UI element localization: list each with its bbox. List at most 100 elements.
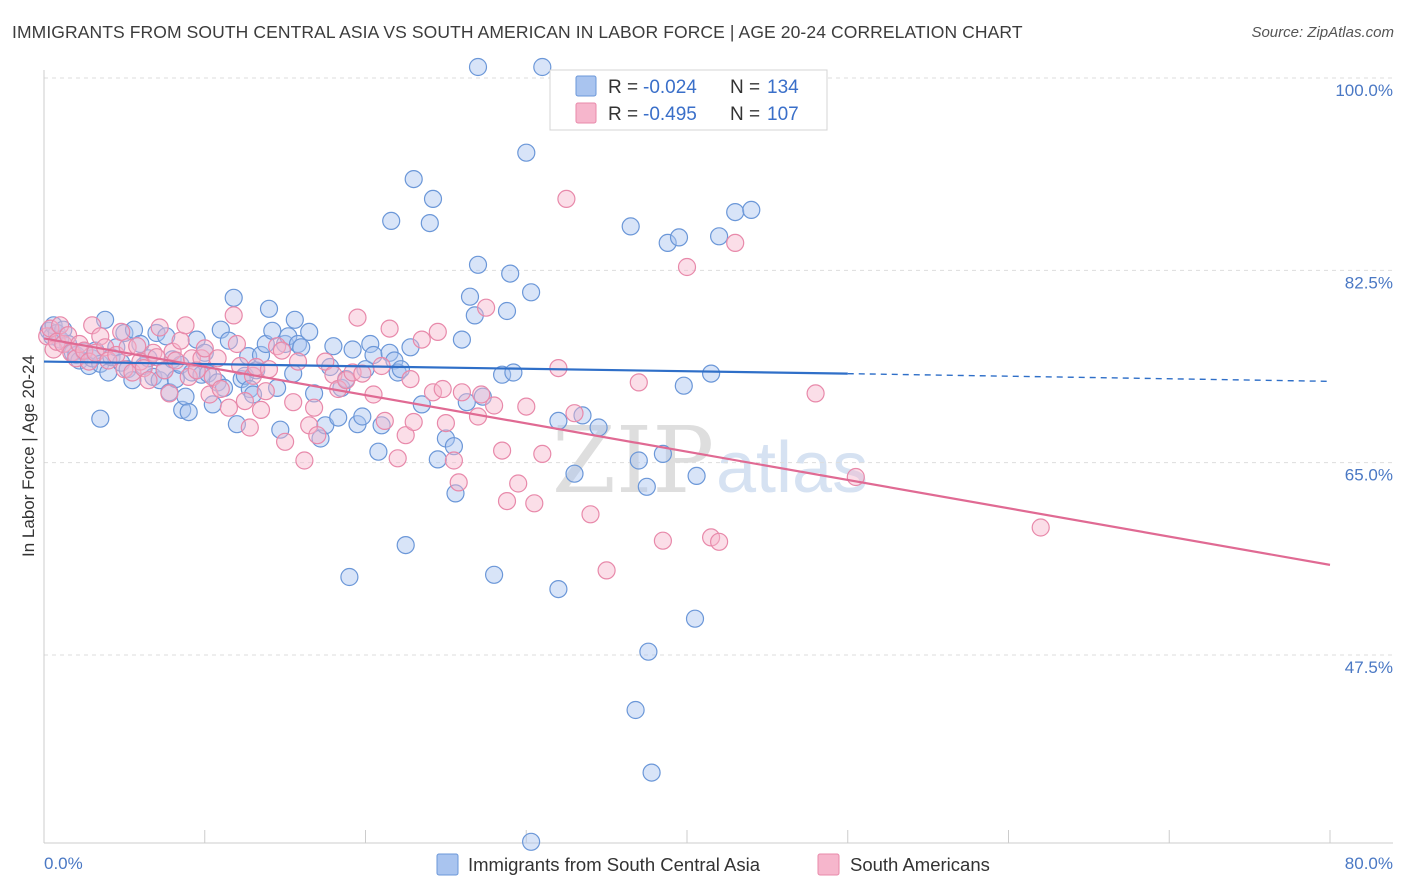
blue-point [653, 444, 673, 463]
legend-blue-swatch [575, 75, 597, 97]
blue-point [637, 477, 656, 496]
pink-point [597, 561, 616, 580]
blue-point [428, 450, 447, 469]
pink-point [160, 384, 179, 403]
blue-point [621, 217, 640, 236]
blue-point [369, 442, 388, 461]
blue-point [179, 403, 198, 422]
legend-pink-swatch [575, 102, 597, 124]
blue-point [497, 301, 517, 321]
pink-point [353, 364, 372, 383]
bottom-legend-pink-swatch [817, 853, 840, 876]
blue-point [285, 310, 304, 329]
pink-point [412, 330, 431, 349]
blue-point [361, 334, 380, 354]
blue-point [382, 211, 401, 230]
blue-point [629, 451, 648, 470]
pink-point [726, 233, 745, 252]
blue-point [549, 579, 568, 599]
blue-point [288, 334, 308, 354]
pink-point [444, 451, 463, 470]
pink-point [581, 505, 600, 524]
pink-point [259, 360, 279, 379]
blue-point [726, 203, 745, 222]
pink-point [211, 379, 230, 399]
blue-point [423, 189, 443, 208]
blue-point [685, 609, 705, 628]
blue-point [91, 409, 110, 428]
watermark: ZIP atlas [552, 407, 868, 514]
blue-point [224, 288, 243, 307]
pink-point [256, 382, 275, 401]
pink-point [182, 349, 201, 368]
blue-point [493, 365, 512, 384]
blue-point [521, 283, 541, 302]
pink-point [493, 441, 512, 460]
blue-point [147, 323, 166, 343]
bottom-legend-blue-swatch [436, 853, 459, 876]
blue-point [271, 420, 290, 439]
series-pink-points [38, 189, 1050, 580]
blue-point [468, 57, 488, 77]
pink-point [276, 432, 295, 451]
pink-point [533, 444, 552, 463]
pink-point [343, 363, 362, 382]
pink-point [404, 412, 423, 432]
pink-point [423, 383, 443, 402]
legend-pink-n-label: N = [730, 104, 760, 125]
blue-point [420, 214, 439, 233]
blue-point [457, 393, 476, 412]
pink-point [449, 473, 468, 492]
blue-point [639, 642, 658, 661]
pink-point [517, 397, 536, 416]
pink-point [295, 451, 314, 470]
stats-legend: R = -0.024 N = 134 R = -0.495 N = 107 [549, 69, 828, 131]
blue-point [292, 338, 311, 357]
blue-point [404, 170, 423, 189]
pink-point [195, 339, 214, 358]
pink-point [565, 404, 584, 423]
blue-point [589, 418, 608, 437]
y-tick-label: 82.5% [1345, 273, 1393, 292]
blue-point [396, 535, 415, 555]
pink-point [284, 393, 303, 412]
watermark-zip: ZIP [552, 407, 714, 514]
legend-blue-n-label: N = [730, 77, 760, 98]
x-tick-label-max: 80.0% [1345, 854, 1393, 873]
blue-point [329, 408, 348, 427]
pink-point [525, 494, 544, 513]
blue-point [642, 763, 661, 782]
pink-point [139, 371, 158, 390]
legend-pink-n-value: 107 [767, 104, 799, 125]
blue-point [742, 200, 761, 219]
blue-point [446, 484, 465, 503]
blue-point [701, 364, 721, 383]
pink-point [509, 474, 528, 493]
pink-point [308, 426, 327, 445]
blue-point [687, 466, 706, 485]
blue-point [533, 57, 552, 77]
pink-point [485, 396, 504, 415]
x-ticks [43, 830, 1331, 843]
pink-point [251, 400, 271, 419]
axes [43, 70, 1393, 844]
blue-point [504, 363, 523, 382]
pink-point [629, 373, 648, 392]
blue-trend-line [43, 360, 848, 375]
pink-point [653, 531, 673, 550]
legend-blue-r-label: R = [608, 77, 638, 98]
y-tick-label: 47.5% [1345, 658, 1393, 677]
blue-point [485, 565, 504, 584]
bottom-legend-blue-label: Immigrants from South Central Asia [468, 854, 761, 875]
pink-point [227, 334, 246, 354]
pink-point [388, 449, 407, 468]
legend-pink-r-label: R = [608, 104, 638, 125]
blue-point [251, 345, 271, 365]
pink-point [128, 337, 147, 356]
y-tick-labels: 47.5% 65.0% 82.5% 100.0% [1335, 81, 1393, 677]
pink-point [401, 370, 420, 389]
pink-point [452, 383, 471, 402]
pink-point [677, 257, 697, 277]
blue-point [340, 567, 359, 587]
pink-point [176, 316, 195, 335]
